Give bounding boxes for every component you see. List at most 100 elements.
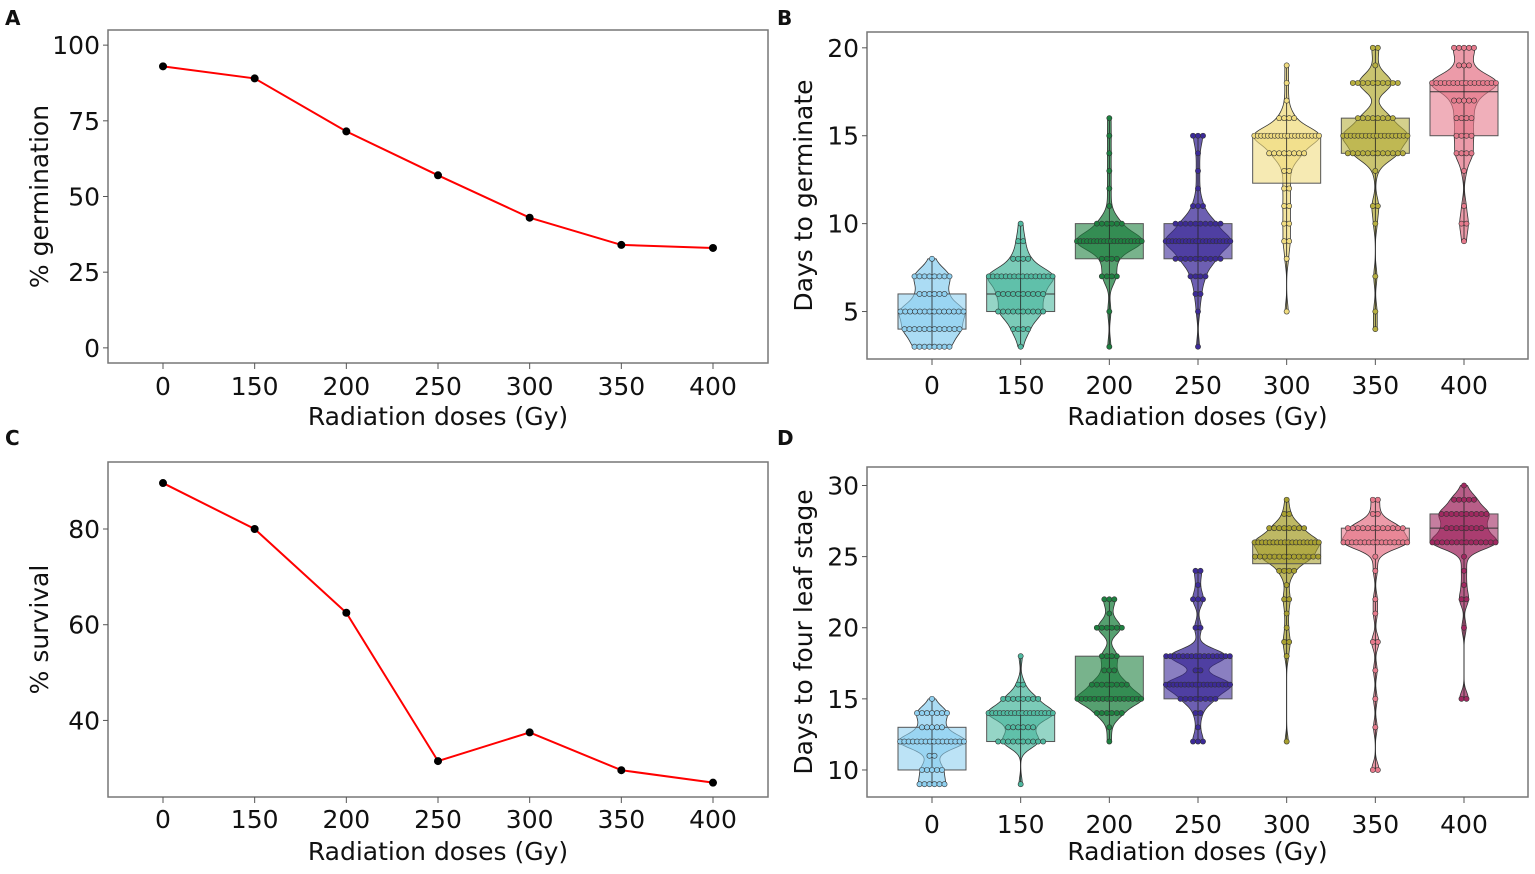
- data-point: [1458, 539, 1465, 546]
- data-point: [1088, 681, 1095, 688]
- data-point: [1468, 525, 1475, 532]
- group-150: [985, 220, 1056, 350]
- data-point: [1374, 150, 1381, 157]
- data-point: [1172, 255, 1179, 262]
- data-point: [1010, 308, 1017, 315]
- data-point: [931, 343, 938, 350]
- data-point: [936, 343, 943, 350]
- data-point: [1468, 150, 1475, 157]
- data-point: [1379, 80, 1386, 86]
- data-point: [914, 710, 920, 716]
- data-point: [1283, 80, 1290, 86]
- data-point: [1463, 695, 1470, 702]
- data-point: [1463, 525, 1470, 532]
- data-point: [1212, 255, 1219, 262]
- data-point: [1195, 582, 1201, 588]
- data-point: [1451, 44, 1457, 51]
- data-point: [1118, 681, 1125, 688]
- data-point: [1461, 203, 1467, 209]
- data-point: [617, 240, 626, 249]
- data-point: [1212, 695, 1219, 702]
- x-tick-label: 300: [1263, 810, 1311, 839]
- data-point: [926, 291, 933, 297]
- data-point: [1010, 326, 1017, 333]
- data-point: [1349, 525, 1356, 532]
- data-point: [1202, 273, 1209, 280]
- data-point: [1025, 326, 1032, 333]
- y-tick-label: 20: [827, 614, 859, 643]
- data-point: [919, 710, 925, 716]
- data-point: [1197, 220, 1204, 227]
- data-point: [1020, 738, 1027, 745]
- data-point: [1389, 115, 1396, 122]
- data-point: [1020, 308, 1027, 315]
- data-point: [1035, 738, 1042, 745]
- x-tick-label: 350: [597, 805, 645, 834]
- data-point: [1295, 553, 1302, 560]
- data-point: [1468, 115, 1475, 122]
- data-point: [1404, 132, 1411, 139]
- y-tick-label: 0: [84, 334, 100, 363]
- data-point: [1106, 185, 1113, 192]
- data-point: [1190, 203, 1196, 209]
- data-point: [1207, 255, 1214, 262]
- data-point: [1049, 710, 1056, 716]
- data-point: [1458, 150, 1465, 157]
- data-point: [1020, 724, 1027, 731]
- data-point: [1195, 724, 1201, 731]
- data-point: [919, 767, 925, 773]
- data-point: [926, 308, 933, 315]
- data-point: [960, 738, 967, 745]
- data-point: [916, 343, 923, 350]
- y-axis-label: Days to four leaf stage: [789, 489, 818, 774]
- data-point: [1461, 44, 1467, 51]
- data-point: [1025, 738, 1032, 745]
- data-point: [1301, 150, 1308, 157]
- data-point: [1197, 624, 1204, 631]
- data-point: [1217, 220, 1224, 227]
- data-point: [1101, 596, 1108, 603]
- data-point: [1461, 97, 1467, 104]
- data-point: [934, 710, 940, 716]
- data-point: [1197, 710, 1204, 716]
- data-point: [1257, 553, 1263, 560]
- y-tick-label: 30: [827, 471, 859, 500]
- data-point: [1197, 667, 1204, 674]
- data-point: [1301, 525, 1308, 532]
- y-tick-label: 10: [827, 210, 859, 239]
- data-point: [1266, 553, 1273, 560]
- data-point: [1138, 695, 1145, 702]
- data-point: [1227, 681, 1234, 688]
- data-point: [1017, 781, 1024, 788]
- data-point: [1283, 308, 1290, 315]
- data-point: [1113, 653, 1120, 660]
- data-point: [1098, 681, 1105, 688]
- data-point: [1108, 273, 1115, 280]
- data-point: [1471, 97, 1477, 104]
- data-point: [1195, 738, 1201, 745]
- data-point: [1461, 624, 1467, 631]
- data-point: [1182, 255, 1189, 262]
- data-point: [936, 273, 943, 280]
- data-point: [1010, 255, 1017, 262]
- data-point: [1202, 695, 1209, 702]
- data-point: [1020, 255, 1027, 262]
- data-point: [1374, 80, 1381, 86]
- data-point: [897, 308, 904, 315]
- data-point: [1364, 525, 1371, 532]
- data-point: [1478, 525, 1485, 532]
- data-point: [1394, 80, 1401, 86]
- data-point: [1384, 115, 1391, 122]
- data-point: [1461, 567, 1467, 574]
- data-point: [1118, 710, 1125, 716]
- data-point: [1093, 624, 1100, 631]
- data-point: [1106, 167, 1113, 174]
- data-point: [342, 127, 351, 136]
- data-point: [1354, 525, 1361, 532]
- data-point: [1108, 710, 1115, 716]
- data-point: [1461, 482, 1467, 489]
- data-point: [1453, 150, 1460, 157]
- data-point: [906, 326, 913, 333]
- y-tick-label: 100: [52, 31, 100, 60]
- data-point: [1286, 567, 1293, 574]
